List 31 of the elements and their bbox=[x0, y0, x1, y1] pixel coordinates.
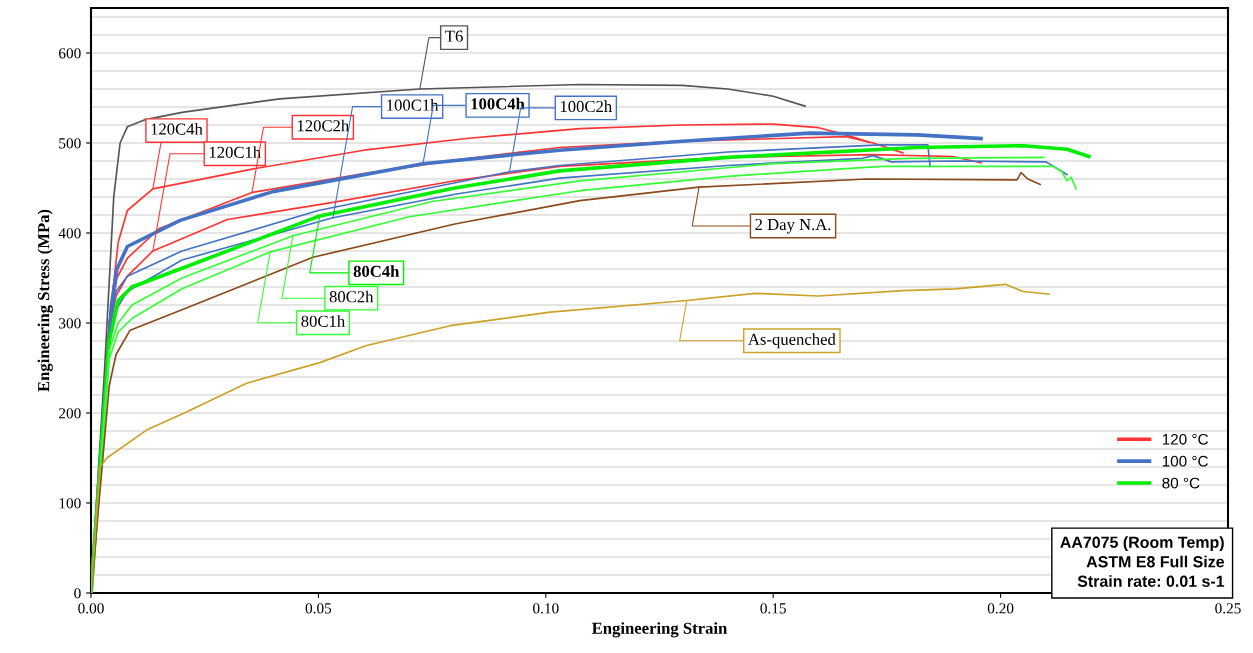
annotation: 120C2h bbox=[297, 119, 350, 132]
annotation: 120C1h bbox=[209, 146, 261, 158]
annotation: AA7075 (Room Temp) ASTM E8 Full Size Strain rate: 0.01 s-1 bbox=[1060, 536, 1225, 587]
legend-label: 120 °C bbox=[1162, 433, 1208, 445]
x-tick-label: 0.25 bbox=[1215, 603, 1241, 614]
annotation: As-quenched bbox=[748, 333, 836, 349]
y-tick-label: 400 bbox=[58, 228, 81, 239]
legend-label: 100 °C bbox=[1162, 455, 1208, 467]
x-tick-label: 0.10 bbox=[533, 603, 559, 614]
annotation: 100C2h bbox=[560, 100, 612, 113]
y-tick-label: 0 bbox=[74, 588, 81, 599]
x-tick-label: 0.15 bbox=[760, 603, 786, 614]
annotation: 120C4h bbox=[151, 123, 203, 135]
y-tick-label: 500 bbox=[59, 138, 81, 149]
annotation: T6 bbox=[445, 30, 463, 42]
y-tick-label: 300 bbox=[59, 318, 81, 329]
x-tick-label: 0.05 bbox=[305, 603, 332, 614]
annotation: 80C4h bbox=[353, 265, 400, 278]
x-tick-label: 0.20 bbox=[987, 603, 1014, 614]
annotation: 100C4h bbox=[471, 97, 525, 110]
y-tick-label: 100 bbox=[59, 498, 81, 509]
legend-label: 80 °C bbox=[1162, 477, 1200, 489]
x-axis-title: Engineering Strain bbox=[591, 622, 728, 638]
annotation: 2 Day N.A. bbox=[755, 218, 831, 234]
x-tick-label: 0.00 bbox=[78, 603, 104, 614]
y-tick-label: 600 bbox=[59, 48, 81, 59]
annotation: 100C1h bbox=[387, 99, 439, 111]
y-tick-label: 200 bbox=[59, 408, 81, 419]
annotation: 80C2h bbox=[329, 290, 374, 303]
y-axis-title: Engineering Stress (MPa) bbox=[37, 209, 53, 392]
annotation: 80C1h bbox=[301, 315, 345, 327]
